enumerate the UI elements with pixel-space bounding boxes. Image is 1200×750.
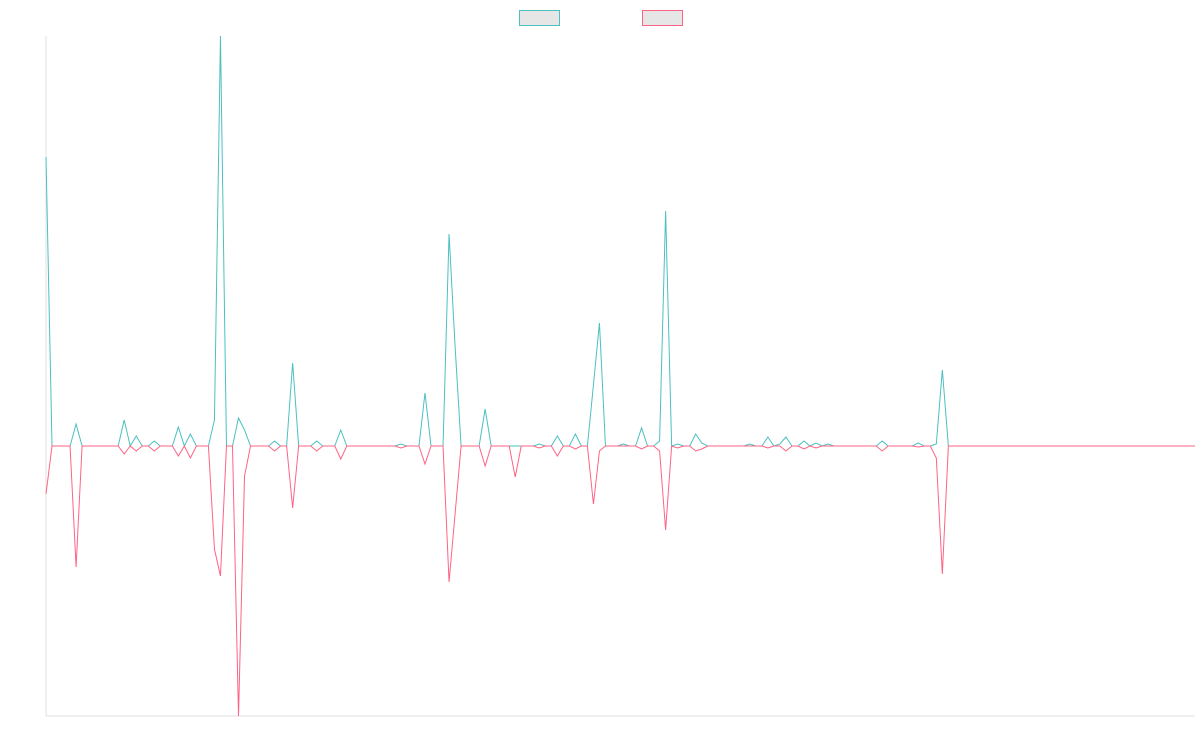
legend-swatch (642, 10, 683, 26)
legend-swatch (519, 10, 560, 26)
series-line (45, 444, 1195, 717)
series-line (45, 35, 1195, 448)
